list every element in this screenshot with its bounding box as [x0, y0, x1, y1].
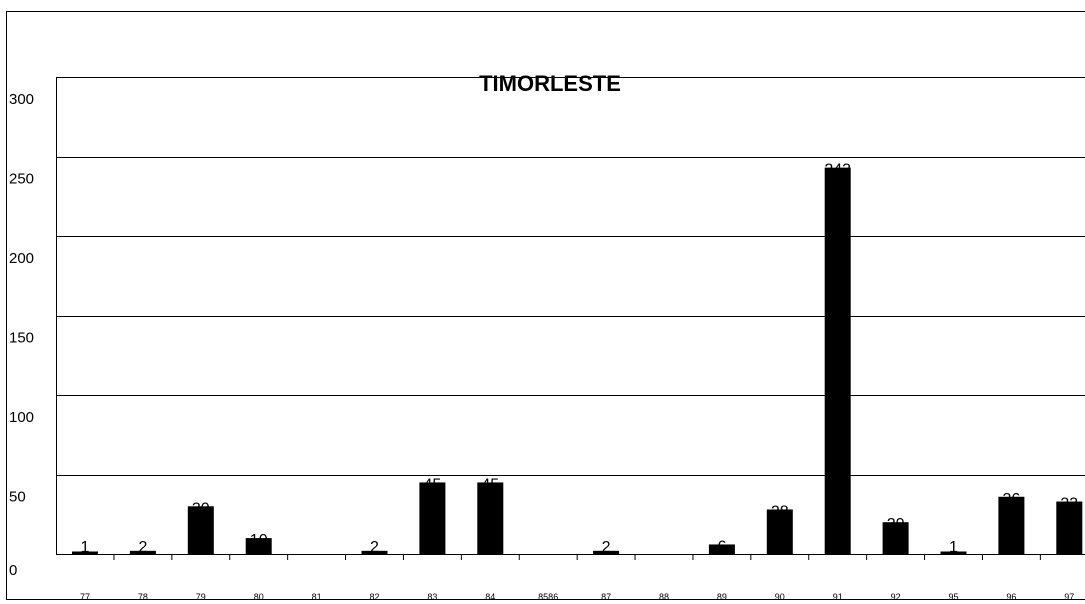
data-label: 10 — [250, 532, 268, 549]
y-tick-label: 250 — [9, 171, 34, 188]
x-tick-label: 82 — [369, 592, 379, 602]
x-tick-label: 8586 — [538, 592, 558, 602]
bar — [824, 167, 851, 554]
bar — [766, 509, 793, 554]
x-tick-label: 88 — [659, 592, 669, 602]
data-label: 20 — [887, 516, 905, 533]
data-label: 2 — [370, 539, 379, 556]
x-tick-label: 77 — [80, 592, 90, 602]
data-label: 1 — [949, 539, 958, 556]
x-tick-label: 91 — [833, 592, 843, 602]
data-label: 2 — [138, 539, 147, 556]
data-label: 1 — [81, 539, 90, 556]
bar — [419, 482, 446, 554]
y-tick-label: 100 — [9, 409, 34, 426]
x-axis-ticks: 77 78 79 80 81 82 83 84 8586 87 88 89 90 91 92 95 96 97 — [80, 554, 1074, 602]
bar — [593, 550, 620, 554]
x-tick-label: 95 — [948, 592, 958, 602]
x-tick-label: 92 — [891, 592, 901, 602]
y-tick-label: 0 — [9, 562, 17, 579]
bar — [477, 482, 504, 554]
x-tick-label: 87 — [601, 592, 611, 602]
data-label: 45 — [481, 476, 499, 493]
bar — [998, 496, 1025, 554]
data-label: 30 — [192, 500, 210, 517]
x-tick-label: 80 — [254, 592, 264, 602]
x-tick-label: 81 — [312, 592, 322, 602]
bar — [361, 550, 388, 554]
bar — [129, 550, 156, 554]
x-tick-label: 79 — [196, 592, 206, 602]
data-label: 243 — [824, 162, 851, 179]
bars — [72, 167, 1083, 554]
bar — [1056, 501, 1083, 554]
y-axis-ticks: 0 50 100 150 200 250 300 — [9, 91, 34, 579]
bar — [245, 538, 272, 554]
y-tick-label: 50 — [9, 489, 26, 506]
bar — [72, 551, 98, 554]
bar — [882, 522, 909, 554]
data-label: 6 — [717, 538, 726, 555]
data-label: 28 — [771, 503, 789, 520]
data-labels: 1 2 30 10 2 45 45 2 6 28 243 20 1 36 33 — [81, 162, 1079, 556]
y-tick-label: 200 — [9, 250, 34, 267]
chart-frame — [6, 11, 1085, 600]
x-tick-label: 96 — [1006, 592, 1016, 602]
x-tick-label: 90 — [775, 592, 785, 602]
y-tick-label: 150 — [9, 330, 34, 347]
bar — [187, 506, 214, 554]
x-tick-label: 84 — [485, 592, 495, 602]
x-tick-label: 89 — [717, 592, 727, 602]
data-label: 33 — [1060, 496, 1078, 513]
x-tick-label: 78 — [138, 592, 148, 602]
bar — [940, 551, 967, 554]
x-tick-label: 97 — [1064, 592, 1074, 602]
gridlines — [56, 77, 1085, 555]
x-tick-label: 83 — [427, 592, 437, 602]
data-label: 36 — [1003, 491, 1021, 508]
y-tick-label: 300 — [9, 91, 34, 108]
data-label: 45 — [424, 476, 442, 493]
bar — [708, 544, 735, 554]
data-label: 2 — [602, 539, 611, 556]
chart-title: TIMORLESTE — [479, 71, 621, 96]
